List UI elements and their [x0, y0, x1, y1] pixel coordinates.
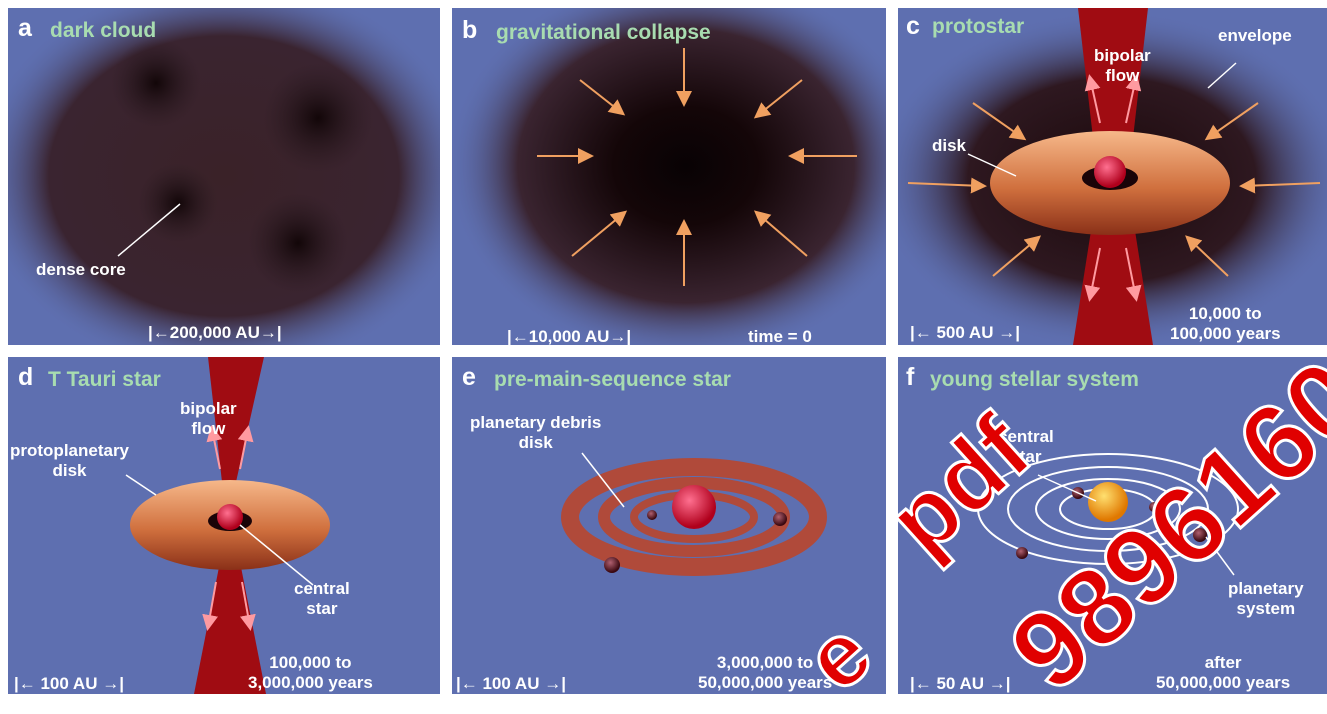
panel-letter: b — [462, 16, 478, 44]
panel-letter: c — [906, 12, 920, 40]
stellar-system-illustration — [977, 453, 1239, 576]
planetary-system-label: planetary system — [1228, 579, 1304, 618]
debris-disk-illustration — [561, 452, 827, 576]
panel-young-stellar-system: f young stellar system central star plan… — [898, 357, 1327, 694]
disk-label: disk — [932, 136, 967, 155]
envelope-label: envelope — [1218, 26, 1292, 45]
time-label: 3,000,000 to 50,000,000 years — [698, 653, 833, 692]
panel-title: young stellar system — [930, 368, 1139, 391]
scale-bar: |←10,000 AU→| — [507, 327, 632, 345]
protostar-illustration — [898, 8, 1327, 345]
debris-disk-label: planetary debris disk — [470, 413, 602, 452]
panel-title: dark cloud — [50, 19, 157, 42]
time-label: 100,000 to 3,000,000 years — [248, 653, 373, 692]
time-label: time = 0 — [748, 327, 812, 345]
time-label: 10,000 to 100,000 years — [1170, 304, 1281, 343]
panel-letter: d — [18, 363, 34, 391]
panel-protostar: c protostar bipolar flow envelope disk |… — [898, 8, 1327, 345]
central-star-label: central star — [294, 579, 350, 618]
scale-bar: |← 100 AU →| — [14, 674, 124, 693]
panel-letter: f — [906, 363, 915, 391]
panel-dark-cloud: a dark cloud dense core |←200,000 AU→| — [8, 8, 440, 345]
bipolar-flow-label: bipolar flow — [180, 399, 237, 438]
panel-gravitational-collapse: b gravitational collapse |←10,000 AU→| t… — [452, 8, 886, 345]
panel-title: pre-main-sequence star — [494, 368, 731, 391]
scale-bar: |← 500 AU →| — [910, 323, 1020, 342]
dark-cloud-illustration — [8, 8, 440, 345]
protoplanetary-disk-label: protoplanetary disk — [10, 441, 130, 480]
scale-bar: |← 50 AU →| — [910, 674, 1011, 693]
dense-core-label: dense core — [36, 260, 126, 279]
panel-letter: a — [18, 14, 32, 42]
panel-t-tauri-star: d T Tauri star bipolar flow protoplaneta… — [8, 357, 440, 694]
panel-title: T Tauri star — [48, 368, 161, 391]
bipolar-flow-label: bipolar flow — [1094, 46, 1151, 85]
scale-bar: |←200,000 AU→| — [148, 323, 282, 342]
panel-title: gravitational collapse — [496, 21, 711, 44]
collapse-illustration — [452, 8, 886, 345]
panel-pre-main-sequence-star: e pre-main-sequence star planetary debri… — [452, 357, 886, 694]
panel-title: protostar — [932, 15, 1025, 38]
t-tauri-illustration — [125, 357, 330, 694]
central-star-label: central star — [998, 427, 1054, 466]
panel-letter: e — [462, 363, 476, 391]
scale-bar: |← 100 AU →| — [456, 674, 566, 693]
time-label: after 50,000,000 years — [1156, 653, 1291, 692]
